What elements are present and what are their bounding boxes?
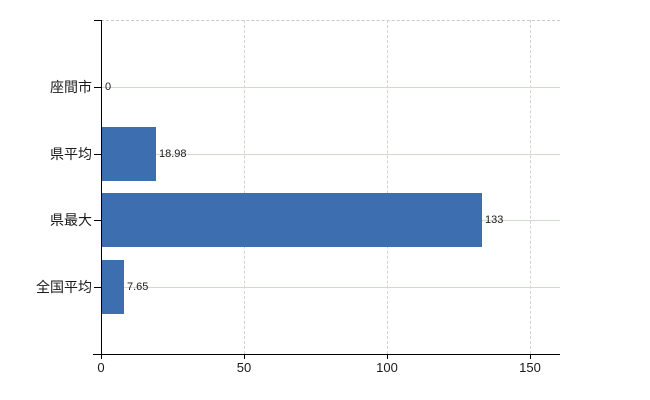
x-axis — [93, 354, 560, 355]
bar — [102, 127, 156, 181]
v-gridline-50 — [244, 20, 245, 354]
bar-value-label: 0 — [105, 81, 112, 93]
x-tick-100 — [387, 355, 388, 359]
bar-value-label: 18.98 — [159, 148, 187, 160]
x-tick-label: 150 — [519, 360, 541, 375]
y-tick — [94, 87, 101, 88]
x-tick-0 — [101, 355, 102, 359]
category-label: 県最大 — [50, 212, 92, 228]
x-tick-label: 0 — [97, 360, 105, 375]
y-tick — [94, 287, 101, 288]
bar-value-label: 7.65 — [127, 281, 149, 293]
x-tick-50 — [244, 355, 245, 359]
h-gridline — [101, 154, 560, 155]
v-gridline-150 — [530, 20, 531, 354]
category-label: 県平均 — [50, 146, 92, 162]
category-label: 座間市 — [50, 79, 92, 95]
y-tick — [94, 154, 101, 155]
h-gridline — [101, 287, 560, 288]
bar — [102, 193, 482, 247]
v-gridline-100 — [387, 20, 388, 354]
x-tick-label: 100 — [376, 360, 398, 375]
bar-value-label: 133 — [485, 214, 504, 226]
x-tick-label: 50 — [236, 360, 252, 375]
y-axis — [101, 20, 102, 355]
bar — [102, 260, 124, 314]
y-axis-top-tick — [94, 20, 101, 21]
category-label: 全国平均 — [36, 279, 92, 295]
plot-top-border — [101, 20, 560, 21]
x-tick-150 — [530, 355, 531, 359]
y-tick — [94, 220, 101, 221]
h-gridline — [101, 87, 560, 88]
